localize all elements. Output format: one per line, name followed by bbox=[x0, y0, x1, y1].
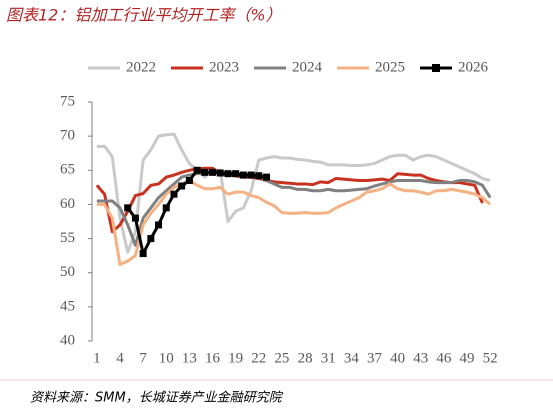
series-line bbox=[95, 166, 484, 234]
legend-label: 2024 bbox=[292, 59, 323, 75]
point-marker bbox=[139, 250, 147, 258]
point-marker bbox=[124, 204, 132, 212]
point-marker bbox=[255, 172, 263, 180]
point-marker bbox=[216, 169, 224, 177]
x-tick-label: 19 bbox=[228, 350, 243, 366]
x-tick-label: 46 bbox=[436, 350, 452, 366]
point-marker bbox=[263, 173, 271, 181]
point-marker bbox=[147, 235, 155, 243]
x-tick-label: 37 bbox=[367, 350, 383, 366]
x-tick-label: 34 bbox=[344, 350, 360, 366]
x-tick-label: 22 bbox=[251, 350, 266, 366]
x-tick-label: 13 bbox=[182, 350, 197, 366]
x-tick-label: 16 bbox=[205, 350, 221, 366]
y-tick-label: 55 bbox=[60, 230, 75, 246]
x-tick-label: 43 bbox=[413, 350, 428, 366]
x-tick-label: 4 bbox=[116, 350, 124, 366]
legend-label: 2026 bbox=[458, 59, 489, 75]
x-tick-label: 1 bbox=[93, 350, 101, 366]
x-tick-label: 31 bbox=[321, 350, 336, 366]
point-marker bbox=[162, 204, 170, 212]
y-tick-label: 60 bbox=[60, 196, 75, 212]
legend-marker bbox=[432, 64, 440, 72]
point-marker bbox=[201, 168, 209, 176]
point-marker bbox=[247, 171, 255, 179]
x-tick-label: 25 bbox=[274, 350, 289, 366]
point-marker bbox=[131, 214, 139, 222]
point-marker bbox=[239, 171, 247, 179]
series-line bbox=[96, 170, 492, 247]
x-tick-label: 7 bbox=[139, 350, 147, 366]
legend-label: 2023 bbox=[209, 59, 239, 75]
point-marker bbox=[178, 182, 186, 190]
point-marker bbox=[209, 168, 217, 176]
chart-title: 图表12：铝加工行业平均开工率（%） bbox=[6, 6, 282, 25]
y-tick-label: 75 bbox=[60, 93, 75, 109]
series-line bbox=[96, 179, 492, 267]
point-marker bbox=[170, 190, 178, 198]
y-tick-label: 70 bbox=[60, 128, 75, 144]
series-line bbox=[96, 132, 491, 254]
x-tick-label: 52 bbox=[483, 350, 498, 366]
x-tick-label: 40 bbox=[390, 350, 405, 366]
x-tick-label: 49 bbox=[460, 350, 475, 366]
y-tick-label: 45 bbox=[60, 298, 75, 314]
legend-label: 2022 bbox=[126, 59, 156, 75]
y-tick-label: 40 bbox=[60, 332, 75, 348]
y-tick-label: 65 bbox=[60, 162, 75, 178]
y-tick-label: 50 bbox=[60, 264, 75, 280]
legend-label: 2025 bbox=[375, 59, 405, 75]
point-marker bbox=[232, 170, 240, 178]
point-marker bbox=[185, 177, 193, 185]
point-marker bbox=[193, 166, 201, 174]
point-marker bbox=[224, 170, 232, 178]
source-note: 资料来源：SMM，长城证券产业金融研究院 bbox=[30, 390, 284, 406]
x-tick-label: 28 bbox=[298, 350, 313, 366]
point-marker bbox=[155, 221, 163, 229]
x-tick-label: 10 bbox=[159, 350, 174, 366]
